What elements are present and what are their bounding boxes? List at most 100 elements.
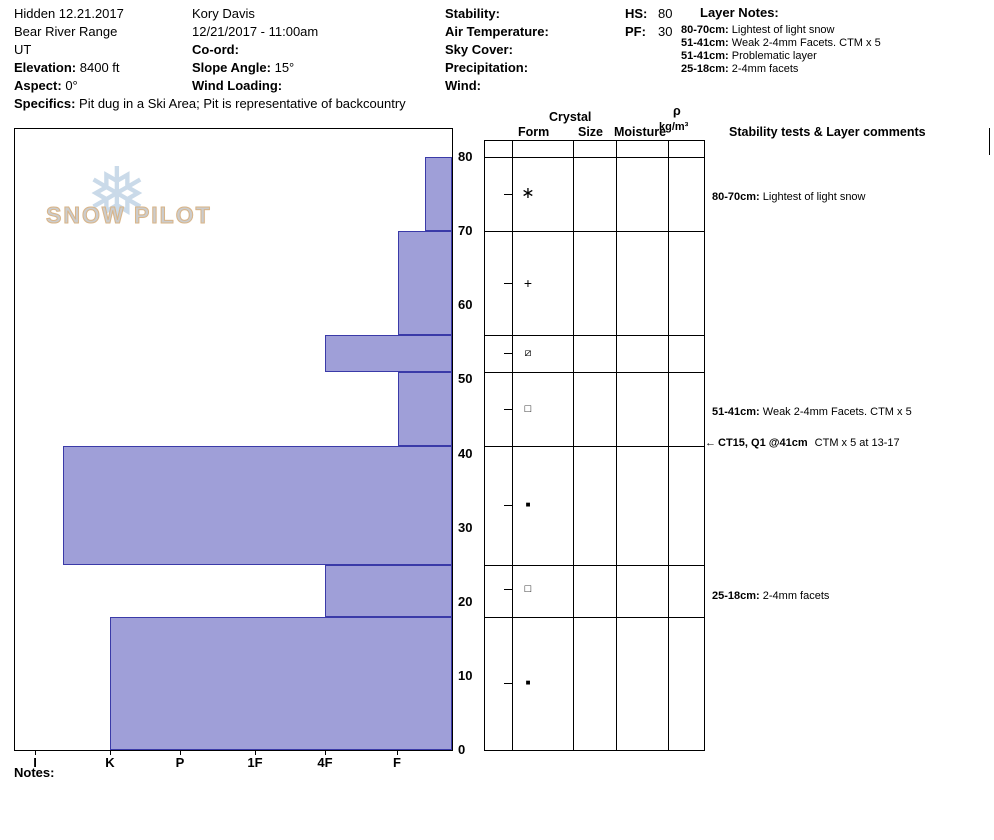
crystal-form-symbol: ■ — [525, 678, 531, 687]
depth-axis-label: 10 — [458, 668, 473, 683]
mountain-range: Bear River Range — [14, 24, 118, 39]
pit-title: Hidden 12.21.2017 — [14, 6, 124, 21]
comment-range: 51-41cm: — [712, 406, 760, 418]
density-symbol-header: ρ — [673, 104, 681, 118]
comment-text: CTM x 5 at 13-17 — [814, 437, 900, 449]
precipitation-label: Precipitation: — [445, 60, 529, 75]
layer-note-text: 2-4mm facets — [731, 63, 799, 75]
snow-layer-bar — [325, 565, 452, 617]
snow-layer-bar — [325, 335, 452, 372]
elevation-row: Elevation: 8400 ft — [14, 59, 406, 77]
grid-hline — [484, 231, 704, 232]
grid-hline — [484, 446, 704, 447]
form-depth-tick — [504, 283, 512, 284]
grid-hline — [484, 157, 704, 158]
layer-note-text: Lightest of light snow — [731, 24, 835, 36]
hardness-axis-tick — [110, 751, 111, 755]
grid-hline — [484, 565, 704, 566]
figure-right-edge — [989, 128, 990, 155]
comment-text: Lightest of light snow — [762, 191, 866, 203]
hardness-chart-frame — [14, 128, 453, 751]
grid-vline — [616, 140, 617, 751]
layer-note-range: 25-18cm: — [681, 63, 729, 75]
layer-comment: 51-41cm: Weak 2-4mm Facets. CTM x 5 — [712, 406, 912, 418]
observer-column: Kory Davis 12/21/2017 - 11:00am Co-ord: … — [192, 5, 318, 95]
crystal-group-header: Crystal — [549, 110, 592, 124]
snowflake-icon: ❅ — [86, 153, 149, 236]
form-depth-tick — [504, 409, 512, 410]
hardness-axis-tick — [180, 751, 181, 755]
snow-layer-bar — [110, 617, 452, 750]
layer-note-item: 25-18cm: 2-4mm facets — [681, 63, 881, 76]
depth-axis-label: 60 — [458, 297, 473, 312]
elevation-value: 8400 ft — [79, 60, 120, 75]
comment-range: CT15, Q1 @41cm — [718, 437, 808, 449]
crystal-form-symbol: + — [523, 275, 533, 291]
sky-cover-label: Sky Cover: — [445, 42, 513, 57]
layer-notes-list: 80-70cm: Lightest of light snow 51-41cm: … — [681, 24, 881, 76]
coord-row: Co-ord: — [192, 41, 318, 59]
layer-note-item: 51-41cm: Problematic layer — [681, 50, 881, 63]
stability-label: Stability: — [445, 6, 500, 21]
state: UT — [14, 42, 32, 57]
left-arrow-icon: ← — [705, 437, 716, 449]
layer-notes-title: Layer Notes: — [700, 5, 779, 20]
notes-label: Notes: — [14, 765, 55, 780]
crystal-form-symbol: ⧄ — [524, 347, 532, 359]
air-temperature-label: Air Temperature: — [445, 24, 549, 39]
pf-row: PF: 30 — [625, 23, 672, 41]
grid-hline — [484, 335, 704, 336]
grid-hline — [484, 617, 704, 618]
layer-comment: 80-70cm: Lightest of light snow — [712, 191, 866, 203]
hs-value: 80 — [658, 6, 673, 21]
comment-range: 25-18cm: — [712, 590, 760, 602]
crystal-form-symbol: □ — [524, 583, 532, 595]
hardness-axis-tick — [35, 751, 36, 755]
conditions-column: Stability: Air Temperature: Sky Cover: P… — [445, 5, 549, 95]
layer-comment: ← CT15, Q1 @41cm CTM x 5 at 13-17 — [705, 437, 900, 449]
elevation-label: Elevation: — [14, 60, 77, 75]
form-depth-tick — [504, 683, 512, 684]
depth-axis-label: 30 — [458, 520, 473, 535]
form-depth-tick — [504, 505, 512, 506]
specifics-row: Specifics: Pit dug in a Ski Area; Pit is… — [14, 95, 406, 113]
grid-hline — [484, 372, 704, 373]
form-depth-tick — [504, 589, 512, 590]
grid-vline — [484, 140, 485, 751]
snow-layer-bar — [425, 157, 452, 231]
layer-comment: 25-18cm: 2-4mm facets — [712, 590, 829, 602]
grid-vline — [512, 140, 513, 751]
slope-angle-value: 15° — [274, 60, 295, 75]
depth-axis-label: 70 — [458, 223, 473, 238]
comments-column-header: Stability tests & Layer comments — [729, 125, 926, 139]
layer-note-range: 51-41cm: — [681, 37, 729, 49]
pf-label: PF: — [625, 24, 646, 39]
snowpilot-logo-text: SNOW PILOT — [46, 202, 212, 229]
moisture-column-header: Moisture — [614, 125, 667, 139]
grid-vline — [573, 140, 574, 751]
hardness-axis-tick — [397, 751, 398, 755]
aspect-label: Aspect: — [14, 78, 62, 93]
slope-angle-row: Slope Angle: 15° — [192, 59, 318, 77]
layer-note-range: 80-70cm: — [681, 24, 729, 36]
wind-loading-label: Wind Loading: — [192, 78, 283, 93]
grid-hline — [484, 750, 704, 751]
location-column: Hidden 12.21.2017 Bear River Range UT El… — [14, 5, 406, 113]
hs-label: HS: — [625, 6, 648, 21]
hardness-axis-label: 4F — [317, 755, 333, 770]
snow-height-column: HS: 80 PF: 30 — [625, 5, 672, 41]
crystal-form-symbol: ■ — [525, 500, 531, 509]
observer-name: Kory Davis — [192, 6, 255, 21]
coord-label: Co-ord: — [192, 42, 239, 57]
form-column-header: Form — [518, 125, 550, 139]
crystal-form-symbol: □ — [524, 403, 532, 415]
hardness-axis-label: F — [393, 755, 401, 770]
depth-axis-label: 0 — [458, 742, 466, 757]
aspect-value: 0° — [65, 78, 78, 93]
comment-text: Weak 2-4mm Facets. CTM x 5 — [762, 406, 912, 418]
size-column-header: Size — [578, 125, 604, 139]
hardness-axis-label: I — [33, 755, 37, 770]
hardness-axis-tick — [255, 751, 256, 755]
snow-layer-bar — [398, 231, 452, 335]
